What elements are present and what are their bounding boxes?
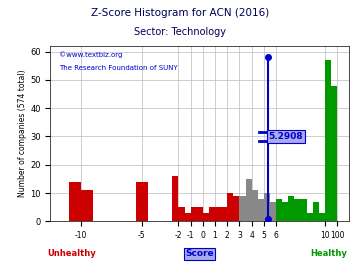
Bar <box>270 202 276 221</box>
Bar <box>331 86 337 221</box>
Text: Score: Score <box>185 249 214 258</box>
Bar <box>288 196 294 221</box>
Bar <box>203 213 209 221</box>
Bar <box>209 207 215 221</box>
Bar <box>306 213 312 221</box>
Bar <box>69 182 81 221</box>
Bar <box>81 190 93 221</box>
Bar <box>319 213 325 221</box>
Bar <box>294 199 300 221</box>
Text: Unhealthy: Unhealthy <box>47 249 96 258</box>
Bar <box>246 179 252 221</box>
Bar <box>264 193 270 221</box>
Text: Z-Score Histogram for ACN (2016): Z-Score Histogram for ACN (2016) <box>91 8 269 18</box>
Bar <box>239 196 246 221</box>
Y-axis label: Number of companies (574 total): Number of companies (574 total) <box>18 70 27 197</box>
Text: The Research Foundation of SUNY: The Research Foundation of SUNY <box>59 65 178 71</box>
Text: Sector: Technology: Sector: Technology <box>134 27 226 37</box>
Text: ©www.textbiz.org: ©www.textbiz.org <box>59 51 123 58</box>
Bar <box>233 196 239 221</box>
Bar <box>252 190 258 221</box>
Bar <box>282 202 288 221</box>
Bar <box>185 213 191 221</box>
Bar <box>325 60 331 221</box>
Bar <box>227 193 233 221</box>
Bar <box>221 207 227 221</box>
Bar <box>197 207 203 221</box>
Bar <box>258 199 264 221</box>
Bar <box>300 199 306 221</box>
Bar <box>191 207 197 221</box>
Bar <box>136 182 148 221</box>
Bar <box>179 207 185 221</box>
Bar <box>312 202 319 221</box>
Text: Healthy: Healthy <box>310 249 347 258</box>
Bar <box>215 207 221 221</box>
Bar <box>276 199 282 221</box>
Bar <box>172 176 179 221</box>
Text: 5.2908: 5.2908 <box>269 132 303 141</box>
